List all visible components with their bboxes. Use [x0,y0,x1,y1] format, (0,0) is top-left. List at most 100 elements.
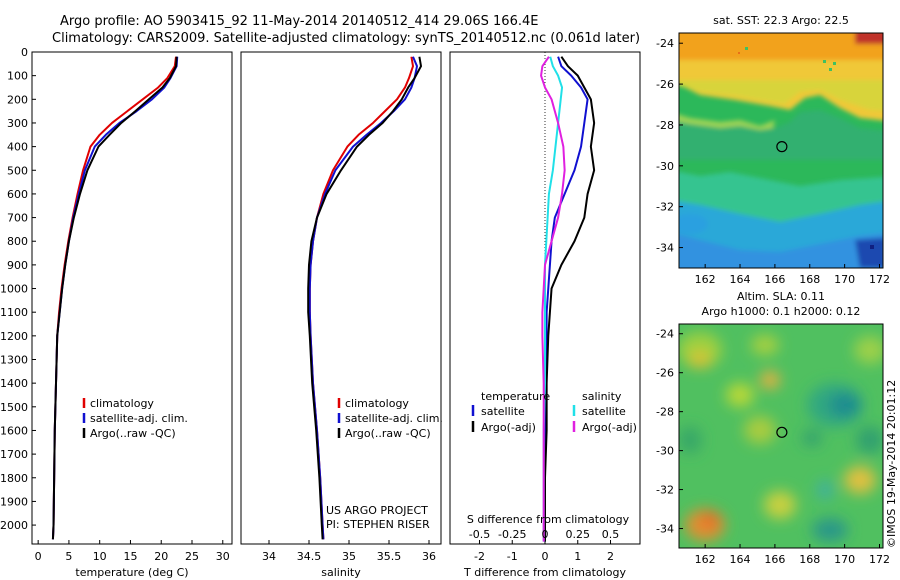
legend-label-temp-satellite: satellite [481,405,525,418]
depth-tick-label: 1000 [0,283,28,296]
depth-tick-label: 1500 [0,401,28,414]
lat-tick-label: -26 [656,367,674,380]
depth-tick-label: 700 [7,212,28,225]
difference-top-xlabel: S difference from climatology [467,513,630,526]
sst-map-title: sat. SST: 22.3 Argo: 22.5 [713,14,849,27]
lat-tick-label: -32 [656,201,674,214]
depth-tick-label: 2000 [0,519,28,532]
figure-title-line2: Climatology: CARS2009. Satellite-adjuste… [52,31,640,46]
salinity-difference-tick-labels: -0.5 -0.25 0 0.25 0.5 [469,528,620,541]
depth-tick-label: 900 [7,259,28,272]
salinity-legend: climatology satellite-adj. clim. Argo(..… [337,397,443,440]
difference-panel: -2 -1 0 1 2 T difference from climatology S … [449,51,641,579]
sla-map-panel: Altim. SLA: 0.11 Argo h1000: 0.1 h2000: … [656,290,890,566]
lon-tick-label: 166 [764,273,785,286]
lat-tick-label: -30 [656,445,674,458]
legend-title-temperature: temperature [481,390,550,403]
project-annotation-line1: US ARGO PROJECT [326,504,428,517]
legend-label-argo: Argo(..raw -QC) [345,427,431,440]
lon-tick-label: 172 [869,273,890,286]
legend-label-argo: Argo(..raw -QC) [90,427,176,440]
x-tick-label: 0 [542,550,549,563]
sst-noise-dots [738,47,874,249]
x-tick-label: 34.5 [297,550,322,563]
legend-title-salinity: salinity [582,390,622,403]
depth-tick-label: 300 [7,117,28,130]
sla-map-title-line1: Altim. SLA: 0.11 [737,290,825,303]
sla-longitude-ticks: 162 164 166 168 170 172 [695,544,890,566]
lon-tick-label: 162 [695,553,716,566]
depth-tick-label: 1100 [0,306,28,319]
lon-tick-label: 162 [695,273,716,286]
figure-title-line1: Argo profile: AO 5903415_92 11-May-2014 … [60,14,538,29]
difference-series [540,56,596,542]
imos-credit: ©IMOS 19-May-2014 20:01:12 [885,380,898,548]
lat-tick-label: -34 [656,523,674,536]
temperature-xlabel: temperature (deg C) [75,566,188,579]
depth-tick-label: 1400 [0,377,28,390]
lon-tick-label: 170 [834,553,855,566]
difference-xlabel: T difference from climatology [463,566,626,579]
series-line-argo-raw-qc- [51,56,178,540]
lon-tick-label: 172 [869,553,890,566]
sst-map-panel: sat. SST: 22.3 Argo: 22.5 [656,14,890,286]
series-line-argo-raw-qc- [307,56,422,540]
legend-label-climatology: climatology [90,397,154,410]
temperature-series [51,56,179,540]
series-line-argo-adj- [544,56,596,542]
depth-tick-label: 1200 [0,330,28,343]
salinity-xlabel: salinity [321,566,361,579]
x-tick-label: 0 [35,550,42,563]
sla-map-title-line2: Argo h1000: 0.1 h2000: 0.12 [702,305,861,318]
depth-tick-label: 1800 [0,472,28,485]
lat-tick-label: -24 [656,37,674,50]
depth-tick-label: 1300 [0,354,28,367]
lat-tick-label: -28 [656,406,674,419]
legend-label-sal-argo: Argo(-adj) [582,421,637,434]
lon-tick-label: 164 [730,553,751,566]
legend-label-satellite: satellite-adj. clim. [90,412,188,425]
temperature-panel: 0100200300400500600700800900100011001200… [0,46,233,579]
sla-latitude-ticks: -24 -26 -28 -30 -32 -34 [656,328,683,536]
x-tick-label: -1 [507,550,518,563]
x-tick-label: 5 [65,550,72,563]
depth-tick-label: 0 [21,46,28,59]
legend-label-climatology: climatology [345,397,409,410]
depth-tick-label: 200 [7,93,28,106]
depth-tick-label: 400 [7,141,28,154]
x-tick-label: 10 [93,550,107,563]
depth-tick-label: 1600 [0,424,28,437]
top-tick-label: -0.5 [469,528,490,541]
legend-label-satellite: satellite-adj. clim. [345,412,443,425]
series-line-argo-adj- [540,56,566,542]
depth-tick-label: 1700 [0,448,28,461]
lat-tick-label: -32 [656,484,674,497]
x-tick-label: 36 [422,550,436,563]
x-tick-label: 30 [216,550,230,563]
x-tick-label: 15 [123,550,137,563]
temperature-axes-frame [31,51,233,545]
salinity-axis-ticks: 34 34.5 35 35.5 36 [262,540,436,563]
depth-tick-label: 100 [7,70,28,83]
sst-map-frame [678,32,884,269]
top-tick-label: -0.25 [498,528,526,541]
lon-tick-label: 164 [730,273,751,286]
argo-location-marker [776,426,788,438]
top-tick-label: 0.25 [566,528,591,541]
lat-tick-label: -26 [656,78,674,91]
lat-tick-label: -34 [656,242,674,255]
depth-tick-label: 800 [7,235,28,248]
lon-tick-label: 170 [834,273,855,286]
legend-label-sal-satellite: satellite [582,405,626,418]
x-tick-label: 25 [185,550,199,563]
sla-map-image [679,324,883,548]
legend-label-temp-argo: Argo(-adj) [481,421,536,434]
lat-tick-label: -30 [656,160,674,173]
salinity-axes-frame [240,51,442,545]
x-tick-label: 35.5 [377,550,402,563]
x-tick-label: 34 [262,550,276,563]
sst-map-image [679,33,883,268]
top-tick-label: 0 [542,528,549,541]
depth-tick-label: 600 [7,188,28,201]
